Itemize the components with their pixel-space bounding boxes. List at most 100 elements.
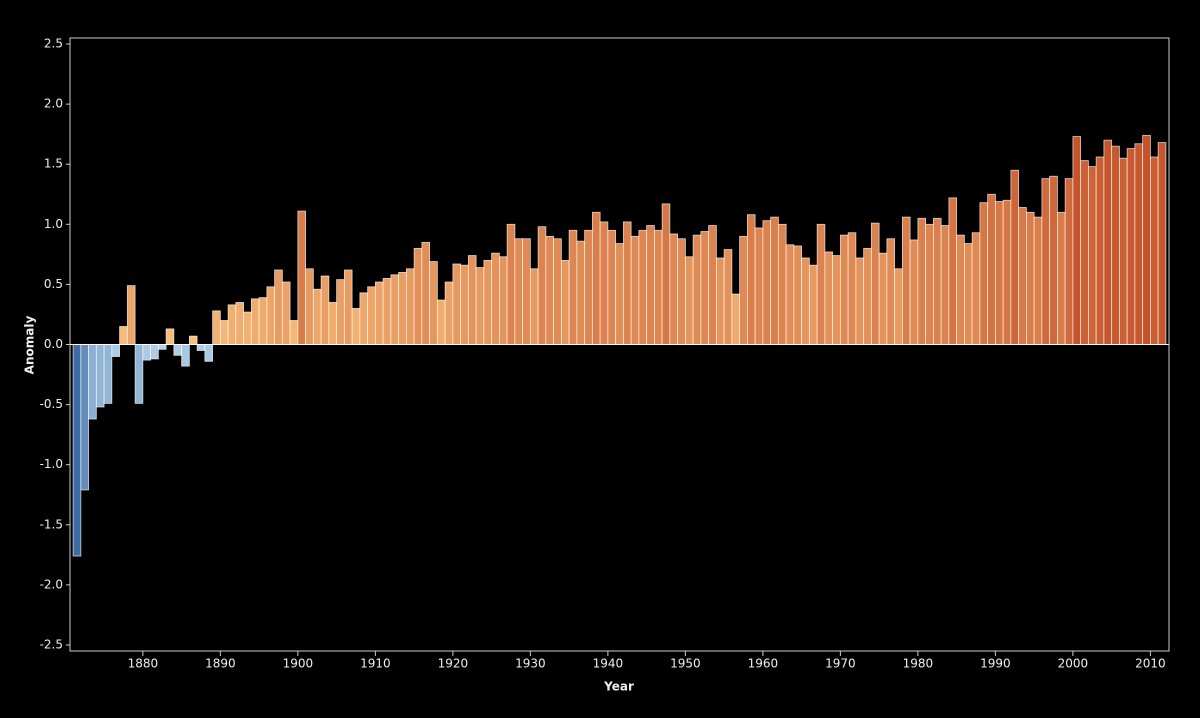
- y-tick-label: -1.0: [40, 457, 63, 471]
- bar: [979, 202, 989, 345]
- x-tick-label: 1920: [438, 657, 469, 671]
- bar: [1049, 175, 1058, 345]
- bar: [243, 311, 252, 345]
- bar: [227, 304, 237, 345]
- bar: [1033, 216, 1043, 345]
- bar: [971, 232, 981, 345]
- bar: [762, 220, 772, 345]
- y-axis-title: Anomaly: [23, 316, 37, 375]
- bar: [336, 279, 345, 345]
- bar: [909, 239, 919, 345]
- x-tick-label: 1990: [980, 657, 1011, 671]
- bar: [119, 326, 128, 345]
- y-tick-label: -0.5: [40, 397, 63, 411]
- y-tick-label: -2.5: [40, 637, 63, 651]
- bar: [886, 238, 896, 345]
- bar: [235, 302, 245, 345]
- bar: [452, 263, 462, 345]
- bar: [878, 252, 888, 345]
- bar: [801, 257, 810, 345]
- bar: [731, 293, 741, 345]
- bar: [312, 288, 322, 345]
- x-tick-label: 1890: [205, 657, 236, 671]
- bar: [165, 328, 175, 345]
- bar: [832, 255, 841, 345]
- bar: [576, 240, 586, 345]
- bar: [568, 229, 578, 345]
- bar: [638, 229, 648, 345]
- bar: [770, 216, 779, 345]
- bar: [746, 214, 756, 345]
- bar: [1118, 157, 1128, 345]
- bar: [855, 257, 865, 345]
- bar: [72, 344, 82, 557]
- bar: [1142, 134, 1151, 345]
- bar: [367, 286, 376, 345]
- x-tick-label: 1950: [670, 657, 701, 671]
- bar: [1149, 156, 1159, 345]
- bar: [987, 193, 996, 345]
- bar: [917, 217, 927, 345]
- bar: [475, 267, 485, 345]
- bar: [80, 344, 90, 491]
- bar: [669, 233, 679, 345]
- bar: [483, 259, 493, 345]
- bar: [398, 271, 407, 345]
- bar: [553, 238, 562, 345]
- bar: [824, 251, 834, 345]
- bar: [328, 302, 338, 345]
- x-tick-label: 1900: [283, 657, 314, 671]
- bar: [545, 235, 555, 345]
- bar: [677, 238, 686, 345]
- y-tick-label: -2.0: [40, 577, 63, 591]
- x-tick-label: 1880: [128, 657, 159, 671]
- y-tick-label: -1.5: [40, 517, 63, 531]
- bar: [537, 226, 547, 345]
- bar: [250, 298, 260, 345]
- bar: [863, 247, 872, 345]
- bar: [258, 297, 268, 345]
- bar: [777, 223, 787, 345]
- bar: [514, 238, 524, 345]
- bar: [266, 286, 276, 345]
- bar: [754, 227, 764, 345]
- bar: [646, 225, 655, 345]
- bar: [1002, 199, 1012, 345]
- bar: [421, 241, 431, 345]
- x-tick-label: 1930: [515, 657, 546, 671]
- bar: [723, 249, 733, 345]
- x-axis-title: Year: [603, 680, 634, 694]
- bar: [1018, 207, 1027, 345]
- x-tick-label: 1940: [593, 657, 624, 671]
- bar: [188, 335, 198, 345]
- x-tick-label: 1980: [903, 657, 934, 671]
- bar: [467, 255, 477, 345]
- bar: [1103, 139, 1113, 345]
- bar: [948, 197, 958, 345]
- bar: [739, 235, 748, 345]
- bar: [498, 256, 508, 345]
- bar: [343, 269, 353, 345]
- bar: [413, 247, 423, 345]
- x-tick-label: 1960: [748, 657, 779, 671]
- bar: [142, 344, 152, 361]
- bar: [289, 320, 299, 345]
- bar: [351, 308, 361, 345]
- bar: [994, 201, 1004, 345]
- bar: [157, 344, 167, 350]
- bar: [491, 252, 500, 345]
- bar: [560, 259, 570, 345]
- bar: [847, 232, 857, 345]
- bar: [607, 229, 617, 345]
- bar: [870, 222, 880, 345]
- bar: [1064, 178, 1074, 345]
- bar: [599, 221, 609, 345]
- bar: [839, 234, 849, 345]
- bar: [653, 229, 663, 345]
- bar: [173, 344, 183, 356]
- bar: [894, 268, 903, 345]
- bar: [390, 274, 400, 345]
- x-tick-label: 2000: [1058, 657, 1089, 671]
